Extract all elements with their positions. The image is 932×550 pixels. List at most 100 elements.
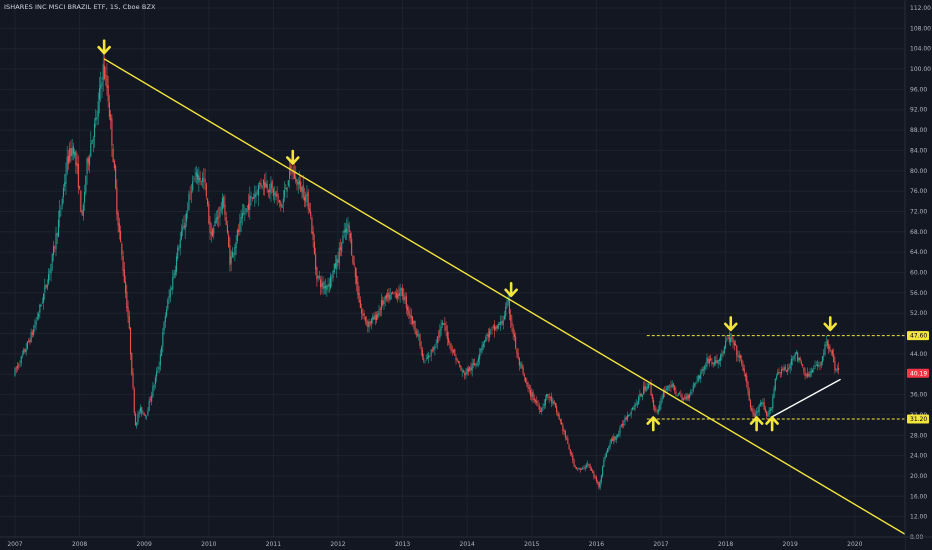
candle-body — [521, 363, 523, 369]
candle-body — [143, 412, 145, 416]
candle-body — [621, 423, 624, 426]
candle-body — [763, 401, 765, 410]
candle-body — [689, 394, 691, 399]
candle-body — [61, 198, 63, 206]
candle-body — [542, 406, 544, 408]
candle-body — [635, 403, 637, 405]
downtrend-trendline[interactable] — [103, 58, 911, 538]
rising-support-trendline[interactable] — [770, 378, 841, 419]
candle-body — [402, 288, 404, 296]
candle-body — [128, 316, 130, 329]
last-price-badge-label: 40.19 — [910, 370, 927, 377]
candle-body — [385, 295, 387, 299]
candle-body — [790, 358, 792, 365]
time-axis[interactable]: 2007 2008 2009 2010 2011 2012 2013 2014 2015 2016… — [0, 536, 932, 550]
candle-body — [710, 358, 712, 361]
candle-body — [383, 300, 385, 304]
candle-body — [731, 336, 733, 340]
candle-body — [638, 396, 640, 405]
candle-body — [373, 316, 375, 320]
candle-body — [234, 246, 236, 256]
candle-body — [261, 185, 263, 187]
candle-body — [593, 472, 595, 477]
candle-body — [329, 276, 332, 289]
candle-body — [454, 349, 456, 356]
candle-body — [813, 368, 815, 370]
candle-body — [378, 310, 380, 316]
candle-body — [590, 468, 592, 471]
candle-body — [692, 384, 694, 390]
candle-body — [682, 398, 684, 401]
candle-body — [275, 191, 277, 197]
candle-body — [482, 343, 484, 347]
candle-body — [356, 275, 358, 284]
candle-body — [696, 381, 698, 383]
candle-body — [582, 467, 584, 469]
candle-body — [676, 395, 678, 396]
price-tick-label: 92.00 — [910, 107, 927, 114]
candle-body — [272, 188, 274, 197]
candle-body — [144, 415, 146, 416]
candle-body — [595, 477, 597, 482]
candlestick-series — [14, 50, 840, 491]
candle-body — [64, 182, 66, 187]
candle-body — [819, 365, 821, 367]
candle-body — [80, 190, 82, 213]
candle-body — [153, 384, 155, 387]
candle-body — [489, 330, 491, 338]
candle-body — [435, 343, 437, 345]
candle-body — [202, 177, 204, 182]
candle-body — [296, 179, 298, 186]
candle-body — [520, 364, 522, 366]
arrow-up-icon — [749, 416, 764, 432]
candle-body — [57, 219, 60, 237]
time-tick-label: 2019 — [783, 541, 798, 548]
candle-body — [120, 231, 122, 242]
candle-body — [508, 298, 510, 314]
candle-body — [168, 296, 170, 300]
candle-body — [797, 352, 799, 361]
candle-body — [31, 332, 33, 335]
candle-body — [730, 338, 732, 342]
candle-body — [353, 262, 355, 266]
candle-body — [818, 365, 820, 367]
candle-body — [395, 292, 397, 298]
candle-body — [142, 412, 144, 414]
candle-body — [549, 396, 551, 398]
price-axis[interactable]: 112.00 108.00 104.00 100.00 96.00 92.00 88.00 8… — [904, 0, 932, 550]
candle-body — [425, 359, 427, 361]
candle-body — [107, 85, 109, 102]
candle-body — [220, 209, 222, 210]
price-tick-label: 24.00 — [910, 453, 927, 460]
candle-body — [713, 361, 715, 365]
candle-body — [608, 446, 610, 449]
candle-body — [717, 359, 719, 364]
price-tick-label: 56.00 — [910, 290, 927, 297]
candle-body — [246, 205, 248, 207]
candle-body — [39, 304, 41, 313]
candle-body — [815, 365, 817, 367]
candle-body — [293, 171, 296, 179]
price-tick-label: 108.00 — [910, 25, 931, 32]
candle-body — [290, 164, 292, 169]
candle-body — [456, 359, 458, 361]
candle-body — [322, 281, 324, 290]
candle-body — [568, 444, 570, 450]
candle-body — [602, 466, 604, 476]
candle-body — [809, 371, 811, 378]
time-tick-label: 2013 — [395, 541, 410, 548]
candle-body — [756, 411, 758, 414]
candle-body — [563, 430, 565, 432]
candle-body — [734, 343, 737, 346]
candle-body — [543, 404, 545, 406]
candle-body — [544, 398, 547, 405]
candle-body — [559, 419, 561, 422]
time-tick-label: 2016 — [589, 541, 604, 548]
candle-body — [707, 358, 709, 363]
candle-body — [577, 468, 579, 470]
candle-body — [533, 398, 535, 401]
candle-body — [530, 389, 532, 397]
candle-body — [674, 385, 676, 391]
candle-body — [573, 460, 575, 467]
